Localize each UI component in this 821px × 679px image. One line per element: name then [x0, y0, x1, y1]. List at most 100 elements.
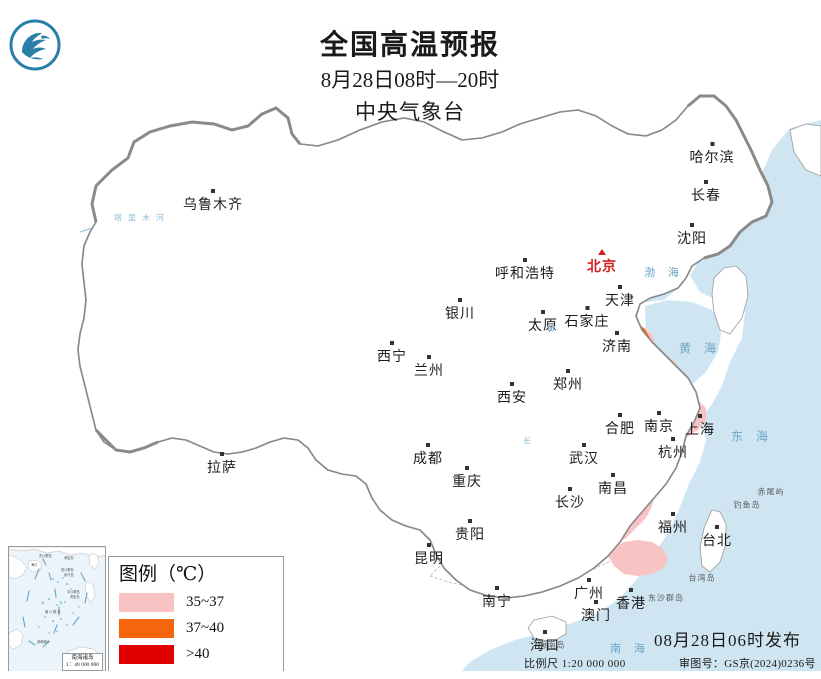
legend-rows: 35~37 37~40 >40: [119, 589, 275, 667]
svg-text:中沙群岛: 中沙群岛: [67, 589, 80, 594]
city-marker-icon: [220, 452, 224, 456]
legend-band-over-40: >40: [119, 641, 275, 667]
forecast-period: 8月28日08时—20时: [320, 68, 500, 92]
city-label-2: 西宁: [377, 341, 407, 366]
city-name: 杭州: [658, 446, 688, 461]
city-label-9: 天津: [605, 285, 635, 310]
city-name: 长沙: [555, 496, 585, 511]
geo-label-3: 东沙群岛: [648, 593, 684, 603]
taiwan-island: [699, 509, 727, 573]
city-name: 济南: [602, 340, 632, 355]
city-name: 昆明: [414, 552, 444, 567]
japan-sliver: [789, 123, 821, 177]
legend-band-over-40-label: >40: [186, 645, 210, 662]
city-marker-icon: [594, 600, 598, 604]
city-marker-icon: [671, 512, 675, 516]
river-label-0: 塔 里 木 河: [114, 213, 166, 223]
bottom-spacer: [0, 671, 821, 679]
legend-band-35-37-swatch: [119, 592, 174, 612]
cma-dragon-logo: [9, 19, 61, 71]
city-marker-icon: [390, 341, 394, 345]
geo-label-4: 海南岛: [538, 640, 566, 650]
city-name: 太原: [528, 319, 558, 334]
city-label-24: 长沙: [555, 487, 585, 512]
legend-band-37-40-label: 37~40: [186, 619, 225, 636]
city-name: 拉萨: [207, 461, 237, 476]
city-name: 哈尔滨: [689, 151, 735, 166]
city-marker-icon: [710, 142, 714, 146]
city-marker-icon: [510, 382, 514, 386]
city-label-15: 郑州: [553, 369, 583, 394]
city-name: 西宁: [377, 350, 407, 365]
inset-scale-box: 南海诸岛 1：40 000 000: [61, 653, 103, 671]
city-label-16: 合肥: [605, 413, 635, 438]
city-name: 武汉: [569, 452, 599, 467]
city-marker-icon: [523, 258, 527, 262]
city-label-7: 石家庄: [565, 306, 610, 331]
city-name: 沈阳: [677, 232, 707, 247]
city-label-3: 兰州: [414, 355, 444, 380]
city-label-31: 澳门: [581, 600, 611, 625]
city-marker-icon: [465, 466, 469, 470]
legend-band-35-37: 35~37: [119, 589, 275, 615]
city-label-29: 南宁: [482, 586, 512, 611]
sea-label-0: 渤 海: [644, 267, 684, 279]
city-label-18: 上海: [685, 414, 715, 439]
legend-band-37-40-swatch: [119, 618, 174, 638]
south-china-sea-inset: 东沙群岛 黄岩岛 海口 西沙群岛 永兴岛 中沙群岛 黄岩岛 南 沙 群 岛 曾母…: [8, 546, 106, 674]
city-label-8: 北京: [587, 249, 617, 276]
legend-title: 图例（℃）: [119, 564, 217, 585]
city-marker-icon: [543, 630, 547, 634]
city-marker-icon: [468, 519, 472, 523]
city-label-1: 拉萨: [207, 452, 237, 477]
city-label-33: 海口: [530, 630, 560, 655]
city-marker-icon: [458, 298, 462, 302]
city-name: 石家庄: [564, 315, 610, 330]
city-label-27: 台北: [702, 525, 732, 550]
city-name: 南京: [644, 420, 674, 435]
city-name: 乌鲁木齐: [183, 198, 243, 213]
svg-text:南 沙 群 岛: 南 沙 群 岛: [45, 609, 60, 614]
city-name: 贵阳: [455, 528, 485, 543]
city-label-28: 昆明: [414, 543, 444, 568]
city-marker-icon: [587, 578, 591, 582]
city-marker-icon: [582, 443, 586, 447]
korea-peninsula: [711, 265, 749, 335]
title-block: 全国高温预报 8月28日08时—20时 中央气象台: [230, 28, 590, 128]
city-label-26: 福州: [658, 512, 688, 537]
city-name: 福州: [658, 521, 688, 536]
city-label-32: 香港: [616, 588, 646, 613]
national-boundary-emphasis: [90, 94, 774, 454]
city-name: 天津: [605, 294, 635, 309]
city-label-17: 南京: [644, 411, 674, 436]
city-label-4: 银川: [445, 298, 475, 323]
city-label-20: 成都: [413, 443, 443, 468]
city-marker-icon: [618, 285, 622, 289]
inset-caption: 南海诸岛: [71, 655, 94, 661]
review-number: 审图号：GS京(2024)0236号: [679, 658, 816, 670]
city-label-10: 济南: [602, 331, 632, 356]
city-marker-icon: [657, 411, 661, 415]
city-label-22: 武汉: [569, 443, 599, 468]
city-label-23: 南昌: [598, 473, 628, 498]
legend-band-over-40-swatch: [119, 644, 174, 664]
issue-time: 08月28日06时发布: [654, 631, 801, 650]
svg-text:南: 南: [41, 600, 45, 605]
city-name: 海口: [530, 639, 560, 654]
city-marker-icon: [629, 588, 633, 592]
city-marker-icon: [495, 586, 499, 590]
city-label-5: 呼和浩特: [495, 258, 555, 283]
svg-text:黄岩岛: 黄岩岛: [64, 555, 74, 560]
city-marker-icon: [541, 310, 545, 314]
svg-text:黄岩岛: 黄岩岛: [70, 594, 80, 599]
city-marker-icon: [715, 525, 719, 529]
svg-text:海口: 海口: [31, 562, 37, 567]
map-scale: 比例尺 1:20 000 000: [524, 658, 626, 670]
hainan-island: [527, 615, 567, 643]
city-marker-icon: [615, 331, 619, 335]
city-marker-icon: [618, 413, 622, 417]
city-label-6: 太原: [528, 310, 558, 335]
city-label-30: 广州: [574, 578, 604, 603]
capital-marker-icon: [598, 249, 606, 255]
